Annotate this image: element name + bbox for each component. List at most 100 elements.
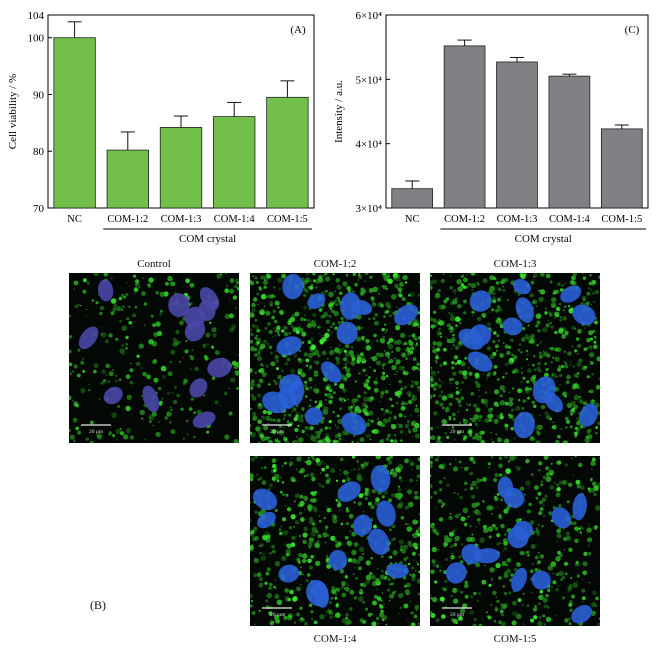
fluorescent-speck	[532, 375, 536, 380]
fluorescent-speck	[299, 500, 305, 506]
fluorescent-speck	[513, 355, 518, 360]
fluorescent-speck	[496, 378, 500, 381]
fluorescent-speck	[398, 379, 402, 384]
fluorescent-speck	[528, 502, 532, 507]
fluorescent-speck	[325, 473, 329, 478]
fluorescent-speck	[138, 286, 141, 289]
fluorescent-speck	[370, 504, 375, 510]
cell-nucleus	[320, 361, 342, 383]
fluorescent-speck	[505, 372, 508, 375]
fluorescent-speck	[389, 314, 392, 318]
fluorescent-speck	[433, 490, 438, 495]
fluorescent-speck	[237, 286, 239, 291]
fluorescent-speck	[508, 345, 512, 349]
fluorescent-speck	[538, 511, 543, 516]
fluorescent-speck	[546, 588, 551, 593]
fluorescent-speck	[407, 540, 412, 545]
fluorescent-speck	[432, 318, 438, 324]
fluorescent-speck	[499, 354, 504, 358]
fluorescent-speck	[280, 525, 283, 528]
fluorescent-speck	[373, 380, 378, 385]
cell-nucleus	[502, 317, 523, 336]
fluorescent-speck	[430, 394, 433, 400]
fluorescent-speck	[142, 277, 145, 280]
fluorescent-speck	[357, 274, 361, 277]
fluorescent-speck	[372, 580, 378, 587]
fluorescent-speck	[382, 362, 386, 366]
fluorescent-speck	[579, 425, 584, 429]
fluorescent-speck	[439, 363, 443, 367]
fluorescent-speck	[228, 411, 233, 416]
fluorescent-speck	[207, 343, 209, 346]
fluorescent-speck	[325, 479, 330, 484]
fluorescent-speck	[415, 322, 420, 327]
fluorescent-speck	[289, 589, 294, 595]
fluorescent-speck	[501, 613, 504, 617]
fluorescent-speck	[436, 341, 443, 347]
fluorescent-speck	[538, 594, 544, 600]
fluorescent-speck	[595, 384, 600, 390]
fluorescent-speck	[418, 323, 420, 326]
fluorescent-speck	[338, 509, 341, 512]
bar	[443, 45, 486, 209]
fluorescent-speck	[88, 383, 90, 386]
fluorescent-speck	[310, 555, 314, 559]
fluorescent-speck	[537, 329, 541, 333]
fluorescent-speck	[355, 559, 361, 565]
fluorescent-speck	[312, 313, 317, 317]
fluorescent-speck	[416, 362, 420, 366]
fluorescent-speck	[390, 439, 394, 443]
fluorescent-speck	[391, 493, 395, 498]
fluorescent-speck	[380, 609, 384, 614]
fluorescent-speck	[473, 435, 478, 440]
fluorescent-speck	[496, 344, 500, 348]
fluorescent-speck	[493, 477, 498, 483]
fluorescent-speck	[543, 623, 546, 626]
fluorescent-speck	[77, 430, 81, 435]
fluorescent-speck	[454, 293, 456, 295]
fluorescent-speck	[264, 372, 268, 375]
fluorescent-speck	[295, 468, 298, 471]
fluorescent-speck	[505, 439, 510, 443]
fluorescent-speck	[338, 437, 342, 441]
fluorescent-speck	[549, 322, 552, 325]
fluorescent-speck	[415, 404, 418, 407]
fluorescent-speck	[540, 340, 542, 343]
fluorescent-speck	[306, 433, 308, 435]
fluorescent-speck	[563, 350, 567, 353]
fluorescent-speck	[317, 482, 320, 486]
fluorescent-speck	[274, 594, 280, 599]
fluorescent-speck	[351, 346, 354, 349]
fluorescent-speck	[285, 493, 289, 497]
category-label: COM-1:2	[107, 214, 148, 225]
fluorescent-speck	[395, 306, 398, 309]
fluorescent-speck	[384, 389, 389, 394]
fluorescent-speck	[545, 593, 549, 598]
cell-nucleus	[512, 278, 531, 295]
cell-nucleus	[278, 386, 297, 409]
fluorescent-speck	[449, 327, 455, 333]
fluorescent-speck	[384, 409, 389, 414]
fluorescent-speck	[359, 588, 363, 593]
fluorescent-speck	[590, 399, 596, 405]
fluorescent-speck	[269, 551, 272, 555]
fluorescent-speck	[254, 510, 258, 514]
y-axis-label: Cell viability / %	[7, 74, 19, 149]
fluorescent-speck	[572, 582, 578, 588]
fluorescent-speck	[417, 457, 420, 462]
fluorescent-speck	[437, 384, 442, 389]
fluorescent-speck	[322, 485, 325, 488]
fluorescent-speck	[499, 352, 505, 358]
fluorescent-speck	[598, 457, 600, 460]
fluorescent-speck	[451, 392, 453, 394]
fluorescent-speck	[509, 414, 514, 419]
fluorescent-speck	[113, 303, 118, 308]
fluorescent-speck	[498, 339, 500, 342]
fluorescent-speck	[403, 603, 409, 609]
fluorescent-speck	[283, 613, 286, 615]
fluorescent-speck	[271, 429, 277, 434]
fluorescent-speck	[430, 285, 433, 290]
fluorescent-speck	[287, 615, 293, 621]
fluorescent-speck	[391, 591, 396, 595]
fluorescent-speck	[489, 275, 495, 281]
